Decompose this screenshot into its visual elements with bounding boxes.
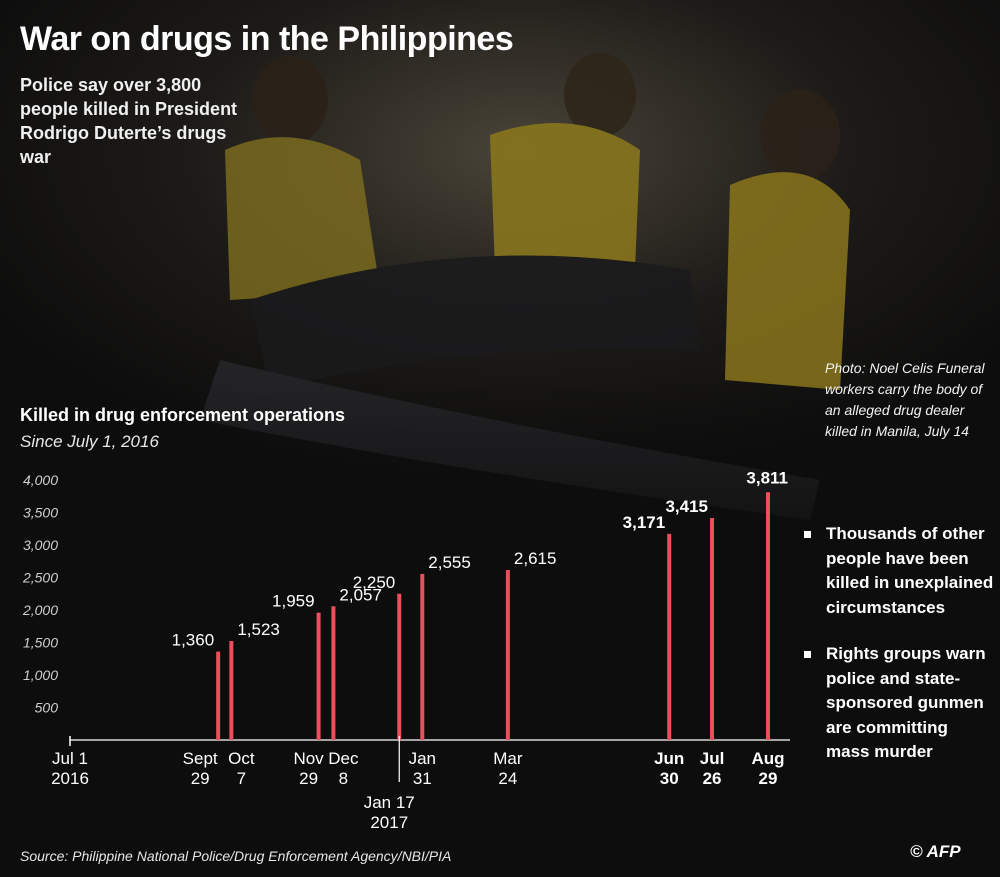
bar xyxy=(667,533,672,740)
x-tick-label: 2016 xyxy=(51,769,89,788)
x-tick-label: Jan 17 xyxy=(364,793,415,812)
y-tick-label: 2,500 xyxy=(22,570,58,586)
data-label: 2,057 xyxy=(339,585,382,604)
bar xyxy=(505,570,510,740)
x-tick-label: 31 xyxy=(413,769,432,788)
note-text: Thousands of other people have been kill… xyxy=(826,524,994,617)
x-tick-label: 24 xyxy=(498,769,517,788)
bar xyxy=(229,641,234,740)
x-tick-label: Mar xyxy=(493,749,523,768)
y-tick-label: 2,000 xyxy=(22,602,58,618)
bullet-icon xyxy=(804,531,811,538)
data-label: 2,250 xyxy=(353,573,396,592)
data-label: 1,360 xyxy=(172,631,215,650)
data-label: 3,171 xyxy=(623,513,666,532)
x-tick-label: Sept xyxy=(183,749,218,768)
chart-title: Killed in drug enforcement operations xyxy=(20,405,346,425)
x-tick-label: 26 xyxy=(703,769,722,788)
x-tick-label: Jul xyxy=(700,749,725,768)
y-tick-label: 500 xyxy=(35,700,59,716)
data-label: 1,959 xyxy=(272,592,315,611)
chart-subtitle: Since July 1, 2016 xyxy=(20,432,159,451)
x-tick-label: 7 xyxy=(237,769,246,788)
x-tick-label: Jun xyxy=(654,749,684,768)
x-tick-label: Jan xyxy=(409,749,436,768)
bar xyxy=(331,606,336,740)
bar xyxy=(397,593,402,740)
y-tick-label: 1,500 xyxy=(23,635,58,651)
bar xyxy=(420,573,425,740)
bar xyxy=(316,612,321,740)
y-tick-label: 1,000 xyxy=(23,667,58,683)
bullet-icon xyxy=(804,651,811,658)
photo-caption: Photo: Noel Celis Funeral workers carry … xyxy=(825,360,985,439)
bar xyxy=(766,492,770,740)
x-tick-label: Dec xyxy=(328,749,359,768)
x-tick-label: Jul 1 xyxy=(52,749,88,768)
page-title: War on drugs in the Philippines xyxy=(20,20,514,58)
bar xyxy=(710,518,715,740)
y-tick-label: 4,000 xyxy=(23,472,58,488)
x-tick-label: 30 xyxy=(660,769,679,788)
x-tick-label: Oct xyxy=(228,749,255,768)
y-tick-label: 3,000 xyxy=(23,537,58,553)
x-tick-label: 2017 xyxy=(370,813,408,832)
data-label: 2,615 xyxy=(514,549,557,568)
x-tick-label: Aug xyxy=(751,749,784,768)
source-note: Source: Philippine National Police/Drug … xyxy=(20,848,452,864)
subtitle: Police say over 3,800 people killed in P… xyxy=(20,75,238,167)
notes-list: Thousands of other people have been kill… xyxy=(800,522,995,787)
note-item: Rights groups warn police and state-spon… xyxy=(800,642,995,765)
bar-chart: 500 1,000 1,500 2,000 2,500 3,000 3,500 4,000 Ju… xyxy=(22,468,790,832)
data-label: 1,523 xyxy=(237,620,280,639)
data-label: 3,811 xyxy=(746,468,788,487)
bar xyxy=(216,651,221,740)
x-tick-label: 29 xyxy=(759,769,778,788)
credit-logo: © AFP xyxy=(910,842,961,861)
data-label: 3,415 xyxy=(665,497,708,516)
x-tick-label: Nov xyxy=(293,749,324,768)
note-item: Thousands of other people have been kill… xyxy=(800,522,995,620)
x-tick-label: 8 xyxy=(339,769,348,788)
data-label: 2,555 xyxy=(428,553,471,572)
x-tick-label: 29 xyxy=(191,769,210,788)
note-text: Rights groups warn police and state-spon… xyxy=(826,644,986,761)
y-tick-label: 3,500 xyxy=(23,505,58,521)
x-tick-label: 29 xyxy=(299,769,318,788)
